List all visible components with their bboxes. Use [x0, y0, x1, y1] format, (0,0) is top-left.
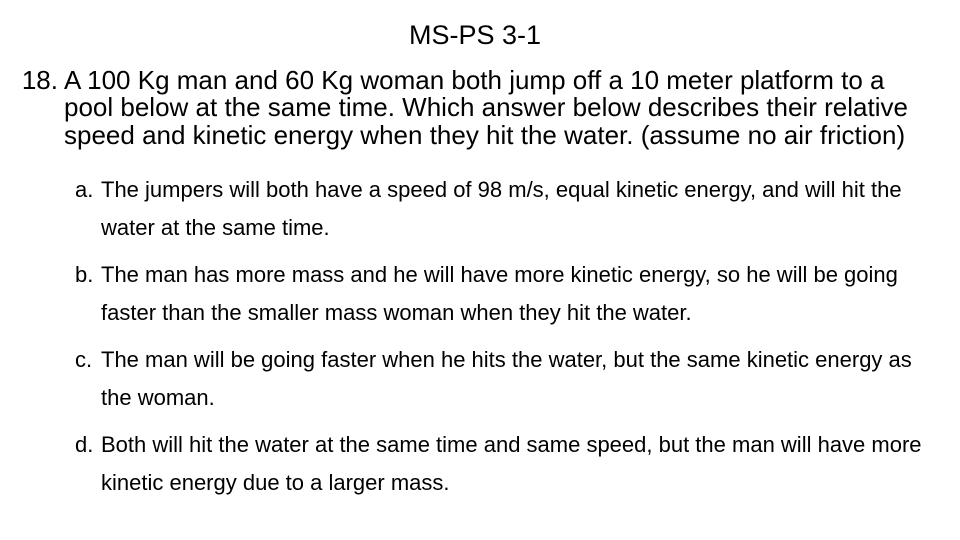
option-text: Both will hit the water at the same time…: [101, 426, 930, 503]
question-text: A 100 Kg man and 60 Kg woman both jump o…: [64, 67, 930, 149]
option-letter: a.: [75, 171, 101, 210]
option-text: The man has more mass and he will have m…: [101, 256, 930, 333]
option-d: d. Both will hit the water at the same t…: [75, 426, 930, 503]
question-block: 18. A 100 Kg man and 60 Kg woman both ju…: [20, 67, 930, 149]
option-letter: d.: [75, 426, 101, 465]
page-title: MS-PS 3-1: [20, 20, 930, 51]
option-a: a. The jumpers will both have a speed of…: [75, 171, 930, 248]
options-list: a. The jumpers will both have a speed of…: [20, 171, 930, 503]
option-b: b. The man has more mass and he will hav…: [75, 256, 930, 333]
option-text: The jumpers will both have a speed of 98…: [101, 171, 930, 248]
option-letter: c.: [75, 341, 101, 380]
question-number: 18.: [20, 67, 64, 94]
option-letter: b.: [75, 256, 101, 295]
option-text: The man will be going faster when he hit…: [101, 341, 930, 418]
option-c: c. The man will be going faster when he …: [75, 341, 930, 418]
